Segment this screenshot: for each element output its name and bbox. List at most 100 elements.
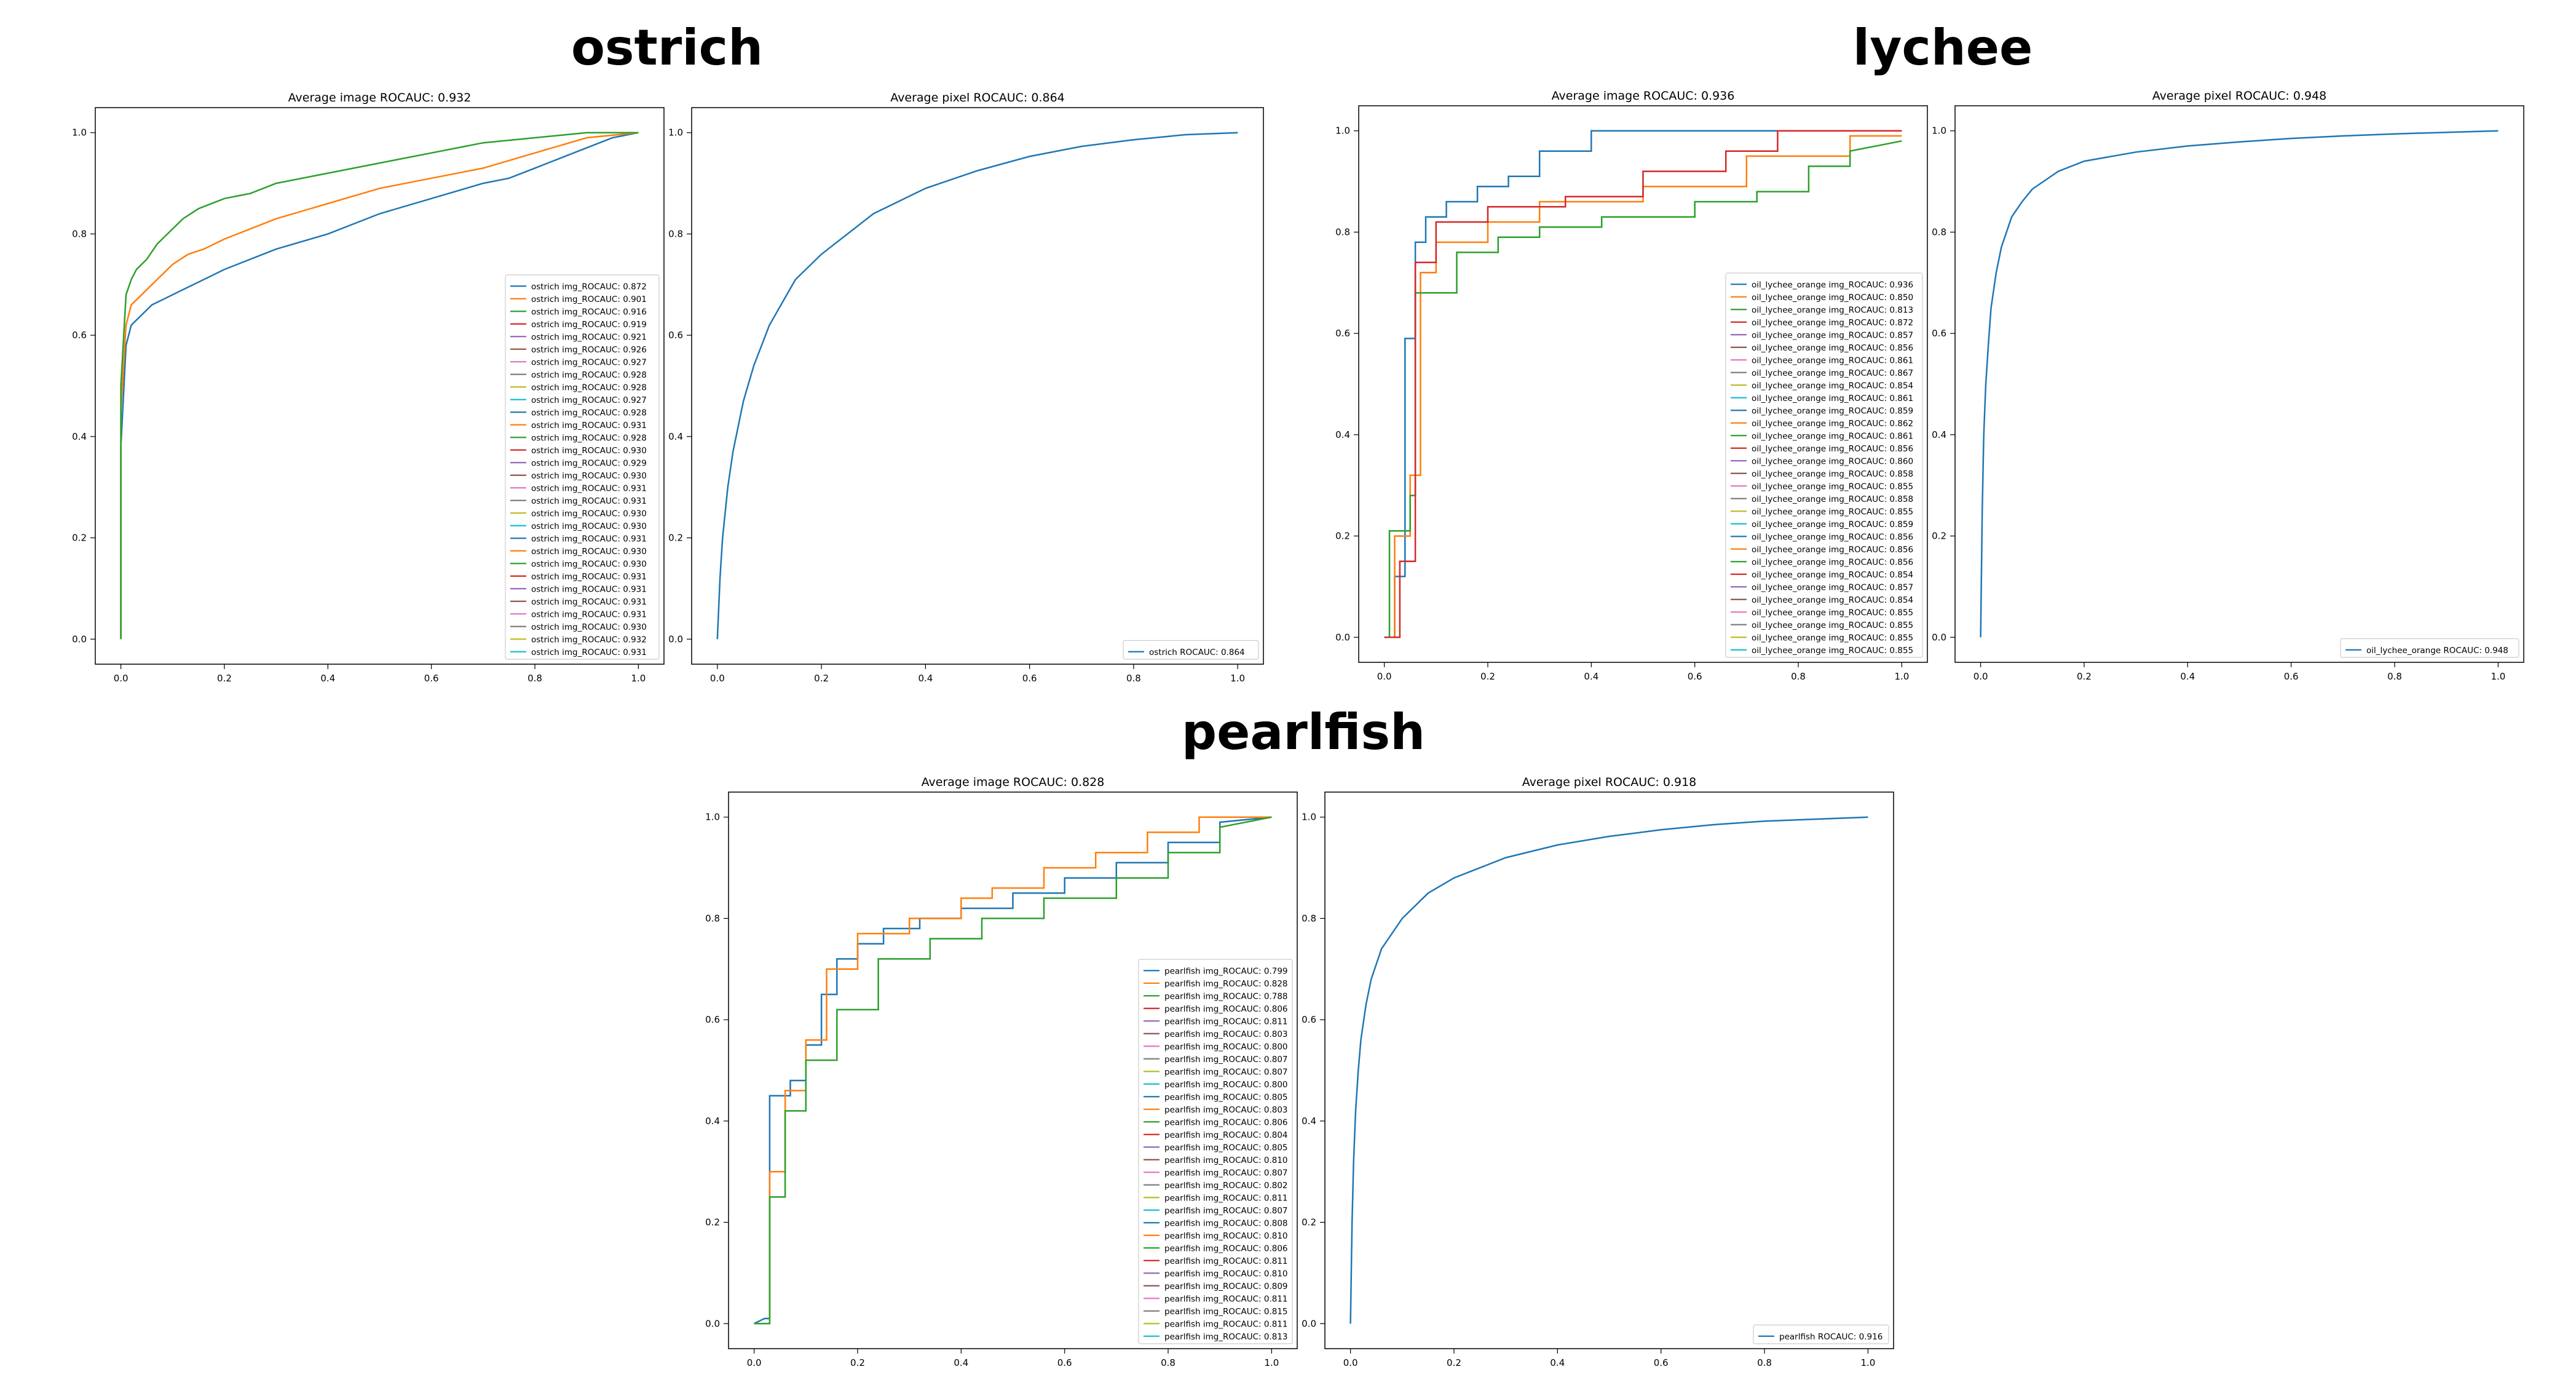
x-tick-label: 0.2	[2077, 671, 2092, 682]
legend-label: ostrich img_ROCAUC: 0.927	[531, 357, 647, 367]
x-tick-label: 0.8	[1161, 1357, 1175, 1368]
legend-label: pearlfish img_ROCAUC: 0.810	[1164, 1156, 1288, 1165]
x-tick-label: 0.8	[1757, 1357, 1772, 1368]
x-tick-label: 0.2	[814, 673, 829, 684]
y-tick-label: 0.0	[668, 633, 683, 644]
legend-label: oil_lychee_orange img_ROCAUC: 0.872	[1752, 318, 1913, 328]
legend-label: pearlfish img_ROCAUC: 0.811	[1164, 1193, 1288, 1203]
chart-title: Average image ROCAUC: 0.932	[288, 91, 472, 105]
legend-label: ostrich img_ROCAUC: 0.931	[531, 496, 647, 506]
legend-label: pearlfish img_ROCAUC: 0.810	[1164, 1231, 1288, 1241]
x-tick-label: 0.2	[850, 1357, 865, 1368]
legend-label: ostrich ROCAUC: 0.864	[1149, 648, 1245, 657]
axes-frame	[1358, 105, 1928, 663]
y-tick-label: 0.0	[705, 1318, 720, 1329]
legend-label: ostrich img_ROCAUC: 0.931	[531, 572, 647, 582]
x-tick-label: 0.4	[918, 673, 933, 684]
x-tick-label: 1.0	[1230, 673, 1245, 684]
legend-box	[1753, 1324, 1889, 1344]
legend-label: ostrich img_ROCAUC: 0.872	[531, 282, 647, 291]
legend-label: oil_lychee_orange img_ROCAUC: 0.854	[1752, 595, 1913, 605]
chart-panel-0: Average image ROCAUC: 0.932 0.0 0.2 0.4 0.6 0…	[72, 91, 665, 684]
x-tick-label: 0.6	[424, 673, 439, 684]
series-line-0	[1384, 130, 1902, 638]
legend-label: oil_lychee_orange img_ROCAUC: 0.857	[1752, 582, 1913, 592]
x-tick-label: 0.6	[1057, 1357, 1072, 1368]
legend: ostrich ROCAUC: 0.864	[1123, 640, 1259, 660]
y-tick-label: 0.4	[668, 431, 683, 442]
legend-label: pearlfish img_ROCAUC: 0.800	[1164, 1080, 1288, 1090]
y-tick-label: 0.2	[1932, 531, 1946, 542]
y-tick-label: 0.8	[72, 228, 87, 239]
x-tick-label: 0.6	[1022, 673, 1037, 684]
chart-title: Average pixel ROCAUC: 0.918	[1522, 775, 1697, 789]
chart-title: Average image ROCAUC: 0.828	[922, 775, 1105, 789]
legend-label: oil_lychee_orange img_ROCAUC: 0.856	[1752, 545, 1913, 555]
y-tick-label: 0.0	[1932, 632, 1946, 643]
series-line-0	[1349, 816, 1868, 1324]
x-tick-label: 0.8	[1791, 671, 1806, 682]
legend-label: ostrich img_ROCAUC: 0.930	[531, 509, 647, 518]
y-tick-label: 0.8	[1302, 913, 1316, 924]
legend-label: ostrich img_ROCAUC: 0.931	[531, 534, 647, 544]
legend-label: oil_lychee_orange img_ROCAUC: 0.936	[1752, 280, 1913, 290]
legend-label: ostrich img_ROCAUC: 0.932	[531, 635, 647, 644]
y-tick-label: 0.4	[1335, 429, 1350, 440]
legend-label: pearlfish img_ROCAUC: 0.802	[1164, 1181, 1288, 1191]
legend-label: pearlfish img_ROCAUC: 0.810	[1164, 1269, 1288, 1279]
y-tick-label: 0.2	[668, 533, 683, 544]
legend-label: oil_lychee_orange img_ROCAUC: 0.854	[1752, 570, 1913, 580]
legend-label: ostrich img_ROCAUC: 0.930	[531, 547, 647, 557]
legend-label: oil_lychee_orange img_ROCAUC: 0.867	[1752, 368, 1913, 378]
y-tick-label: 0.8	[668, 228, 683, 239]
y-tick-label: 0.4	[1932, 429, 1946, 440]
x-tick-label: 0.6	[1654, 1357, 1669, 1368]
legend-label: ostrich img_ROCAUC: 0.928	[531, 433, 647, 443]
legend-label: oil_lychee_orange img_ROCAUC: 0.855	[1752, 621, 1913, 630]
x-tick-label: 0.2	[1447, 1357, 1461, 1368]
x-tick-label: 0.4	[320, 673, 335, 684]
legend-label: ostrich img_ROCAUC: 0.930	[531, 446, 647, 456]
y-tick-label: 1.0	[705, 812, 720, 823]
legend: pearlfish ROCAUC: 0.916	[1753, 1324, 1889, 1344]
legend-label: oil_lychee_orange img_ROCAUC: 0.850	[1752, 293, 1913, 303]
legend-label: pearlfish img_ROCAUC: 0.806	[1164, 1243, 1288, 1253]
x-tick-label: 0.0	[710, 673, 725, 684]
y-tick-label: 1.0	[668, 127, 683, 138]
legend-label: oil_lychee_orange img_ROCAUC: 0.861	[1752, 431, 1913, 441]
y-tick-label: 0.6	[705, 1014, 720, 1025]
legend-label: ostrich img_ROCAUC: 0.926	[531, 345, 647, 355]
legend-label: oil_lychee_orange img_ROCAUC: 0.858	[1752, 469, 1913, 479]
y-tick-label: 1.0	[72, 127, 87, 138]
legend-label: ostrich img_ROCAUC: 0.930	[531, 622, 647, 632]
chart-title: Average pixel ROCAUC: 0.948	[2152, 89, 2327, 103]
legend-label: oil_lychee_orange img_ROCAUC: 0.861	[1752, 394, 1913, 403]
chart-title: Average pixel ROCAUC: 0.864	[890, 91, 1065, 105]
legend-label: ostrich img_ROCAUC: 0.930	[531, 559, 647, 569]
legend-label: ostrich img_ROCAUC: 0.928	[531, 408, 647, 418]
legend-label: ostrich img_ROCAUC: 0.928	[531, 370, 647, 380]
x-tick-label: 0.2	[217, 673, 232, 684]
chart-panel-1: Average pixel ROCAUC: 0.864 0.0 0.2 0.4 0.6 0…	[668, 91, 1264, 684]
series-line-3	[1384, 130, 1902, 638]
x-tick-label: 0.0	[747, 1357, 762, 1368]
legend-label: ostrich img_ROCAUC: 0.931	[531, 421, 647, 430]
legend-label: pearlfish img_ROCAUC: 0.806	[1164, 1004, 1288, 1014]
legend-label: pearlfish img_ROCAUC: 0.803	[1164, 1029, 1288, 1039]
legend-box	[1138, 959, 1293, 1344]
legend-label: oil_lychee_orange img_ROCAUC: 0.856	[1752, 532, 1913, 542]
legend-label: oil_lychee_orange img_ROCAUC: 0.859	[1752, 520, 1913, 529]
legend-label: oil_lychee_orange img_ROCAUC: 0.855	[1752, 482, 1913, 491]
axes-frame	[1954, 105, 2524, 663]
axes-frame	[691, 107, 1264, 665]
legend-label: pearlfish img_ROCAUC: 0.807	[1164, 1168, 1288, 1178]
legend-label: pearlfish img_ROCAUC: 0.811	[1164, 1294, 1288, 1304]
legend-label: oil_lychee_orange img_ROCAUC: 0.862	[1752, 419, 1913, 429]
series-line-2	[754, 816, 1272, 1325]
legend: pearlfish img_ROCAUC: 0.799 pearlfish img…	[1138, 959, 1293, 1344]
y-tick-label: 0.6	[1932, 328, 1946, 339]
y-tick-label: 0.4	[705, 1116, 720, 1127]
x-tick-label: 1.0	[2491, 671, 2505, 682]
legend-label: pearlfish img_ROCAUC: 0.806	[1164, 1117, 1288, 1127]
legend-label: pearlfish ROCAUC: 0.916	[1779, 1332, 1883, 1342]
